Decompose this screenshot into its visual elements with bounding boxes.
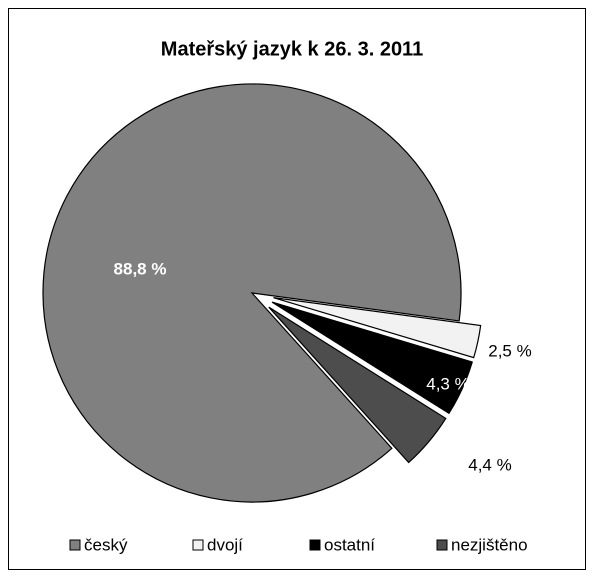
legend-swatch — [69, 539, 81, 551]
pie-slice — [268, 306, 447, 464]
legend-swatch — [309, 539, 321, 551]
pie-slice — [273, 297, 482, 359]
data-label: 88,8 % — [114, 259, 167, 278]
data-label: 4,4 % — [468, 455, 511, 474]
data-label: 2,5 % — [488, 341, 531, 360]
legend-swatch — [436, 539, 448, 551]
data-label: 4,3 % — [426, 374, 469, 393]
legend-label: nezjištěno — [451, 535, 528, 554]
chart-title: Mateřský jazyk k 26. 3. 2011 — [161, 38, 423, 60]
legend-label: ostatní — [324, 535, 375, 554]
pie-slice — [271, 301, 473, 415]
legend-label: dvojí — [207, 535, 243, 554]
pie-slice — [42, 83, 462, 503]
legend-label: český — [84, 535, 128, 554]
legend-swatch — [192, 539, 204, 551]
